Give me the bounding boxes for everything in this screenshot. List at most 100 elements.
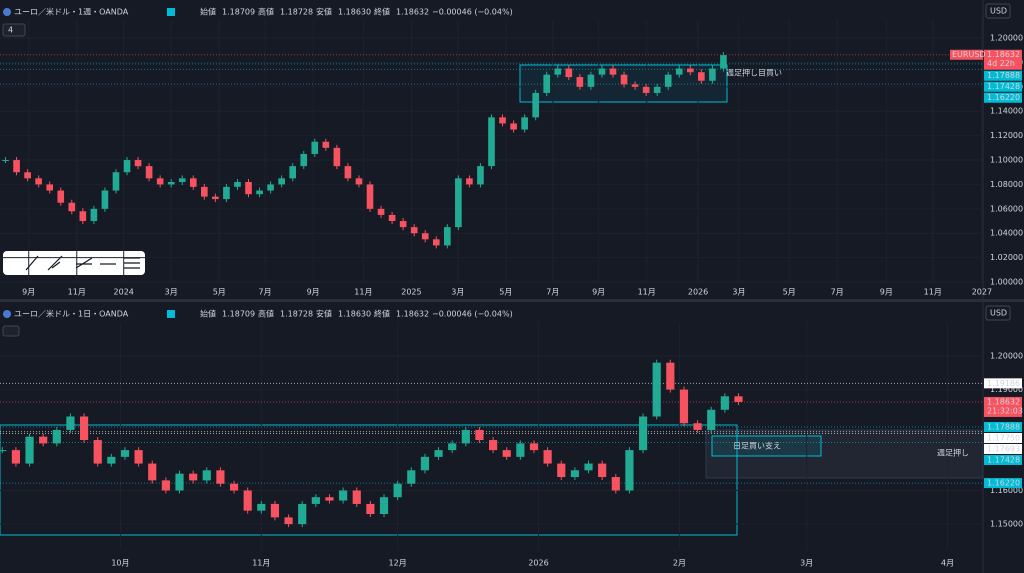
candle-body — [532, 92, 539, 118]
candle-body — [355, 178, 363, 185]
x-tick-label: 10月 — [111, 559, 129, 568]
candle-body — [499, 117, 506, 124]
candle-body — [587, 74, 595, 87]
y-tick-label: 1.04000 — [990, 229, 1023, 238]
symbol-icon — [3, 310, 11, 318]
x-tick-label: 9月 — [880, 288, 893, 297]
y-tick-label: 1.20000 — [990, 34, 1023, 43]
candle-body — [11, 450, 20, 464]
price-tag-label: 1.19186 — [987, 379, 1020, 388]
currency-button[interactable] — [985, 305, 1011, 321]
x-tick-label: 2027 — [972, 288, 992, 297]
candle-body — [52, 429, 61, 444]
flag-icon — [167, 8, 175, 16]
ohlc-value: 1.18632 — [396, 8, 429, 17]
candle-body — [229, 483, 239, 491]
candle-body — [344, 166, 352, 179]
price-tag-sub: 4d 22h — [987, 59, 1015, 68]
price-tag — [984, 378, 1022, 389]
price-tag-label: 1.16220 — [987, 93, 1020, 102]
symbol-tag-label: EURUSD — [952, 50, 986, 59]
candle-body — [112, 172, 120, 191]
layout-button[interactable] — [2, 23, 26, 37]
price-tag — [984, 478, 1022, 489]
ohlc-label: 始値 — [200, 7, 216, 17]
candle-body — [101, 190, 109, 209]
candle-body — [257, 503, 266, 511]
candle-body — [107, 456, 116, 464]
price-tag-label: 1.17888 — [987, 71, 1020, 80]
candle-body — [693, 423, 702, 430]
candle-body — [256, 190, 263, 195]
y-tick-label: 1.10000 — [990, 156, 1023, 165]
price-tag — [984, 454, 1022, 465]
price-tag — [984, 49, 1022, 70]
candle-body — [461, 429, 470, 444]
x-tick-label: 11月 — [354, 288, 372, 297]
candle-body — [120, 450, 130, 457]
candle-body — [79, 211, 87, 222]
candle-body — [148, 463, 157, 481]
drawing-tools[interactable] — [25, 255, 140, 271]
price-tag — [984, 396, 1022, 417]
candle-body — [709, 68, 716, 81]
candle-body — [39, 436, 48, 444]
y-tick-label: 1.00000 — [990, 278, 1023, 287]
x-tick-label: 11月 — [638, 288, 656, 297]
candle-body — [489, 440, 498, 451]
candle-body — [466, 178, 473, 185]
ohlc-label: 安値 — [316, 309, 332, 319]
candle-body — [93, 440, 102, 464]
candle-body — [448, 443, 457, 451]
annotation: 日足買い支え — [733, 441, 781, 451]
x-tick-label: 9月 — [307, 288, 320, 297]
candle-body — [35, 178, 42, 185]
price-tag-label: 1.17693 — [987, 444, 1020, 453]
x-tick-label: 11月 — [68, 288, 86, 297]
candle-body — [333, 147, 341, 167]
candle-body — [212, 196, 219, 200]
zone-box — [705, 429, 984, 479]
ohlc-value: 1.18630 — [338, 8, 371, 17]
x-tick-label: 2026 — [688, 288, 708, 297]
collapse-button[interactable] — [2, 325, 20, 337]
candle-body — [352, 490, 361, 504]
symbol-tag — [950, 49, 983, 60]
candle-body — [216, 470, 225, 484]
candle-body — [444, 227, 451, 246]
candle-body — [24, 172, 31, 179]
candle-body — [642, 86, 650, 93]
candle-body — [407, 470, 416, 484]
x-tick-label: 3月 — [800, 559, 813, 568]
price-tag — [984, 70, 1022, 81]
x-tick-label: 11月 — [252, 559, 270, 568]
candle-body — [432, 239, 440, 246]
chart-title: ユーロ／米ドル・1日・OANDA — [14, 309, 129, 319]
candle-body — [455, 178, 462, 228]
x-tick-label: 3月 — [165, 288, 178, 297]
candle-body — [475, 429, 484, 441]
candle-body — [609, 68, 617, 75]
price-tag-label: 1.17888 — [987, 422, 1020, 431]
candle-body — [175, 473, 184, 491]
ohlc-value: 1.18630 — [338, 310, 371, 319]
candle-body — [267, 184, 274, 191]
y-tick-label: 1.16000 — [990, 486, 1023, 495]
currency-button[interactable] — [985, 3, 1011, 19]
x-tick-label: 3月 — [451, 288, 464, 297]
candle-body — [686, 68, 694, 73]
ohlc-value: 1.18709 — [222, 310, 255, 319]
candle-body — [521, 117, 528, 130]
candle-body — [410, 227, 418, 234]
candle-body — [57, 190, 65, 203]
candle-body — [653, 86, 661, 93]
y-tick-label: 1.15000 — [990, 520, 1023, 529]
candle-body — [388, 214, 396, 222]
candle-body — [90, 208, 98, 222]
candle-body — [339, 490, 348, 501]
candle-body — [289, 166, 297, 179]
candle-body — [543, 450, 552, 464]
x-tick-label: 2月 — [673, 559, 686, 568]
price-tag-label: 1.18632 — [987, 397, 1020, 406]
